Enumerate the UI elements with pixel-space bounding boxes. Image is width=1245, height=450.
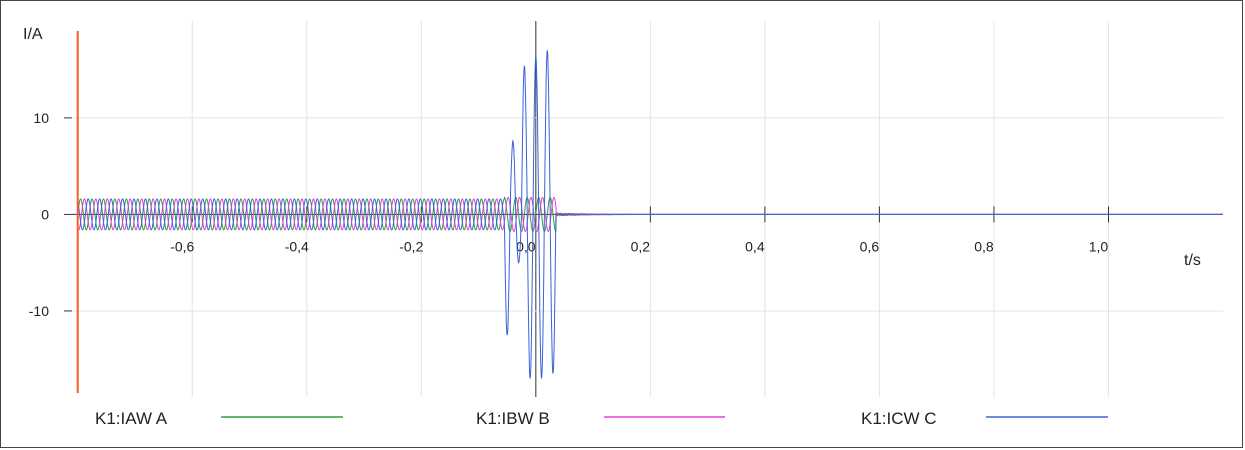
x-tick-labels: -0,6 -0,4 -0,2 0,0 0,2 0,4 0,6 0,8 1,0 [170,238,1108,254]
y-tick-label: -10 [29,303,49,319]
legend-label-a: K1:IAW A [95,409,168,428]
x-tick-label: -0,4 [285,238,309,254]
x-axis-label: t/s [1184,252,1201,269]
legend-label-b: K1:IBW B [476,409,550,428]
y-tick-label: 0 [41,206,49,222]
legend-label-c: K1:ICW C [861,409,937,428]
x-tick-label: 0,4 [745,238,765,254]
legend-item-c: K1:ICW C [861,409,1108,428]
x-tick-label: -0,6 [170,238,194,254]
y-tick-label: 10 [33,110,49,126]
grid-lines [72,21,1223,397]
x-tick-label: 0,8 [974,238,994,254]
series-line-c [77,50,1223,379]
y-tick-labels: 10 0 -10 [29,110,49,319]
legend: K1:IAW A K1:IBW B K1:ICW C [95,409,1108,428]
x-tick-label: 0,2 [631,238,651,254]
legend-item-a: K1:IAW A [95,409,343,428]
x-tick-label: -0,2 [399,238,423,254]
legend-item-b: K1:IBW B [476,409,725,428]
x-tick-label: 0,6 [860,238,880,254]
series-lines [77,50,1223,379]
x-tick-label: 1,0 [1089,238,1109,254]
x-tick-label: 0,0 [516,238,536,254]
y-axis-label: I/A [23,26,43,43]
